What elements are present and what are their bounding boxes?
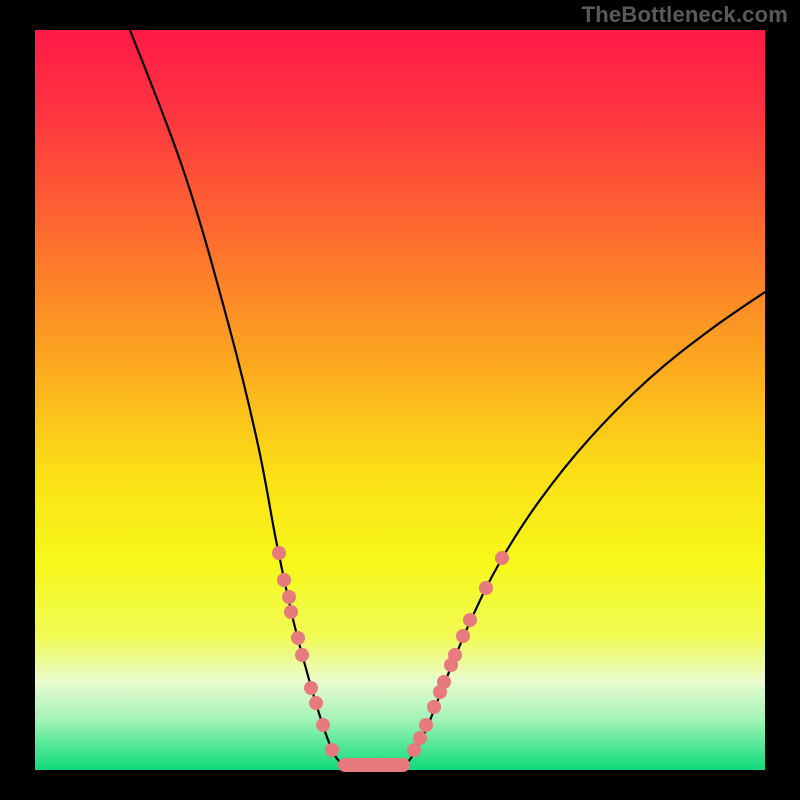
data-point-left: [309, 696, 323, 710]
data-point-left: [282, 590, 296, 604]
data-point-right: [407, 743, 421, 757]
trough-marker-band: [338, 758, 410, 772]
data-point-right: [448, 648, 462, 662]
data-point-right: [427, 700, 441, 714]
data-point-left: [295, 648, 309, 662]
data-point-right: [479, 581, 493, 595]
data-point-right: [456, 629, 470, 643]
data-point-left: [277, 573, 291, 587]
gradient-background: [35, 30, 765, 770]
data-point-left: [304, 681, 318, 695]
data-point-right: [413, 731, 427, 745]
data-point-right: [419, 718, 433, 732]
data-point-left: [284, 605, 298, 619]
data-point-right: [463, 613, 477, 627]
data-point-left: [325, 743, 339, 757]
data-point-left: [291, 631, 305, 645]
data-point-left: [272, 546, 286, 560]
data-point-left: [316, 718, 330, 732]
data-point-right: [495, 551, 509, 565]
data-point-right: [437, 675, 451, 689]
watermark-text: TheBottleneck.com: [582, 2, 788, 28]
bottleneck-chart: [0, 0, 800, 800]
